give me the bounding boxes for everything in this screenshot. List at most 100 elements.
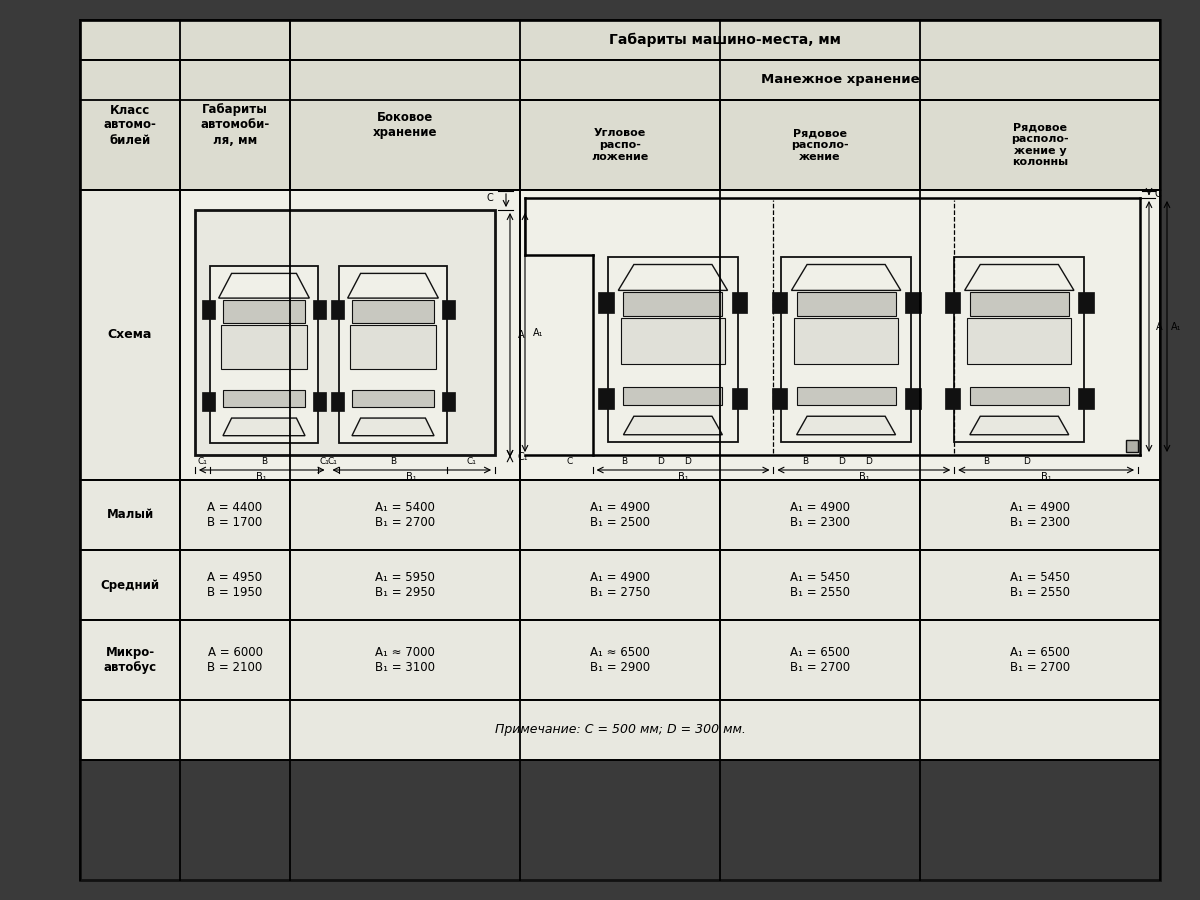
Bar	[720, 620, 920, 700]
Bar	[340, 266, 446, 443]
Bar	[290, 20, 1160, 60]
Bar	[797, 292, 895, 316]
Bar	[624, 387, 722, 405]
Bar	[80, 60, 180, 190]
Bar	[290, 60, 520, 190]
Bar	[905, 389, 920, 409]
Text: A₁ = 5400
B₁ = 2700: A₁ = 5400 B₁ = 2700	[374, 501, 436, 529]
Bar	[520, 100, 720, 190]
Polygon shape	[792, 265, 901, 291]
Bar	[920, 100, 1160, 190]
Polygon shape	[618, 265, 727, 291]
Text: Средний: Средний	[101, 579, 160, 591]
Text: A = 4400
B = 1700: A = 4400 B = 1700	[208, 501, 263, 529]
Bar	[599, 292, 614, 312]
Bar	[720, 480, 920, 550]
Text: C₁: C₁	[328, 457, 337, 466]
Text: D: D	[658, 457, 664, 466]
Bar	[624, 292, 722, 316]
Bar	[905, 292, 920, 312]
Bar	[781, 257, 911, 442]
Bar	[442, 392, 455, 411]
Text: C: C	[486, 193, 493, 203]
Bar	[620, 319, 725, 364]
Text: D: D	[865, 457, 871, 466]
Bar	[80, 20, 290, 60]
Bar	[80, 480, 180, 550]
Text: B: B	[260, 457, 268, 466]
Text: B₁: B₁	[678, 472, 689, 482]
Bar	[954, 257, 1085, 442]
Polygon shape	[223, 418, 305, 436]
Bar	[520, 60, 1160, 100]
Text: A₁ = 5450
B₁ = 2550: A₁ = 5450 B₁ = 2550	[790, 571, 850, 599]
Text: A₁ = 4900
B₁ = 2300: A₁ = 4900 B₁ = 2300	[790, 501, 850, 529]
Bar	[520, 480, 720, 550]
Text: A₁ = 4900
B₁ = 2300: A₁ = 4900 B₁ = 2300	[1010, 501, 1070, 529]
Text: A₁ = 4900
B₁ = 2500: A₁ = 4900 B₁ = 2500	[590, 501, 650, 529]
Bar	[180, 620, 290, 700]
Bar	[180, 480, 290, 550]
Bar	[80, 190, 180, 480]
Bar	[608, 257, 738, 442]
Bar	[180, 550, 290, 620]
Text: A₁ = 6500
B₁ = 2700: A₁ = 6500 B₁ = 2700	[1010, 646, 1070, 674]
Text: Класс
автомо-
билей: Класс автомо- билей	[103, 104, 156, 147]
Bar	[944, 389, 960, 409]
Text: B₁: B₁	[257, 472, 268, 482]
Text: Габариты машино-места, мм: Габариты машино-места, мм	[610, 32, 841, 47]
Text: Рядовое
располо-
жение у
колонны: Рядовое располо- жение у колонны	[1012, 122, 1069, 167]
Bar	[80, 620, 180, 700]
Bar	[720, 100, 920, 190]
Text: A₁ ≈ 7000
B₁ = 3100: A₁ ≈ 7000 B₁ = 3100	[374, 646, 436, 674]
Text: Угловое
распо-
ложение: Угловое распо- ложение	[592, 129, 649, 162]
Text: C₁: C₁	[518, 453, 529, 463]
Bar	[223, 300, 305, 323]
Text: A₁: A₁	[533, 328, 544, 338]
Text: B: B	[390, 457, 396, 466]
Text: A₁ = 5450
B₁ = 2550: A₁ = 5450 B₁ = 2550	[1010, 571, 1070, 599]
Bar	[970, 387, 1069, 405]
Bar	[772, 292, 787, 312]
Bar	[80, 60, 290, 100]
Polygon shape	[348, 274, 438, 298]
Bar	[194, 210, 496, 455]
Bar	[732, 292, 748, 312]
Text: Манежное хранение: Манежное хранение	[761, 74, 919, 86]
Text: A₁ ≈ 6500
B₁ = 2900: A₁ ≈ 6500 B₁ = 2900	[590, 646, 650, 674]
Polygon shape	[970, 416, 1069, 435]
Bar	[920, 550, 1160, 620]
Text: Малый: Малый	[107, 508, 154, 521]
Text: Боковое
хранение: Боковое хранение	[373, 111, 437, 139]
Bar	[920, 480, 1160, 550]
Text: B: B	[802, 457, 808, 466]
Bar	[203, 392, 215, 411]
Bar	[920, 620, 1160, 700]
Bar	[732, 389, 748, 409]
Text: Микро-
автобус: Микро- автобус	[103, 646, 156, 674]
Text: A: A	[518, 330, 524, 340]
Text: Схема: Схема	[108, 328, 152, 341]
Text: B₁: B₁	[858, 472, 869, 482]
Text: A₁ = 6500
B₁ = 2700: A₁ = 6500 B₁ = 2700	[790, 646, 850, 674]
Bar	[210, 266, 318, 443]
Polygon shape	[352, 418, 434, 436]
Text: Примечание: C = 500 мм; D = 300 мм.: Примечание: C = 500 мм; D = 300 мм.	[494, 724, 745, 736]
Bar	[180, 60, 290, 190]
Polygon shape	[218, 274, 310, 298]
Text: D: D	[1024, 457, 1030, 466]
Bar	[772, 389, 787, 409]
Bar	[352, 390, 434, 408]
Polygon shape	[797, 416, 895, 435]
Bar	[970, 292, 1069, 316]
Text: A₁: A₁	[1171, 321, 1181, 331]
Text: A = 6000
B = 2100: A = 6000 B = 2100	[208, 646, 263, 674]
Bar	[290, 550, 520, 620]
Text: A: A	[1156, 321, 1163, 331]
Text: A₁ = 5950
B₁ = 2950: A₁ = 5950 B₁ = 2950	[374, 571, 436, 599]
Bar	[794, 319, 898, 364]
Text: C₁: C₁	[466, 457, 476, 466]
Bar	[290, 480, 520, 550]
Bar	[1078, 389, 1093, 409]
Text: C: C	[566, 457, 574, 466]
